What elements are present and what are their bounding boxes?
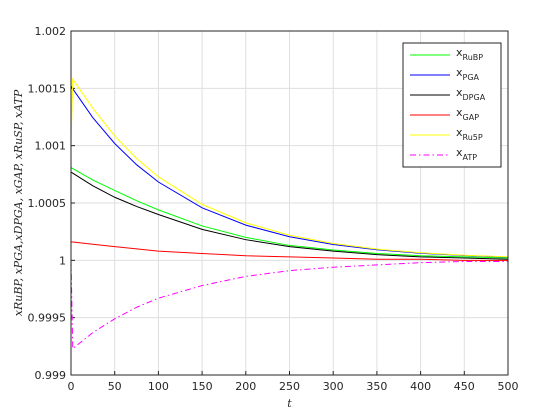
y-tick-label: 0.9995 [28,312,67,325]
x-tick-label: 100 [148,380,169,393]
y-tick-label: 1.002 [35,25,67,38]
legend-label: xPGA [456,66,480,82]
legend-label: xATP [456,146,477,162]
legend-label: xGAP [456,106,479,122]
y-tick-label: 1.0015 [28,82,67,95]
x-tick-label: 250 [279,380,300,393]
series-line [71,241,508,261]
series-line [70,167,509,259]
series-line [70,171,509,260]
series-line [70,77,509,258]
y-tick-label: 1 [59,254,66,267]
x-tick-label: 150 [192,380,213,393]
x-tick-label: 350 [366,380,387,393]
y-tick-label: 1.001 [35,140,67,153]
x-tick-label: 300 [323,380,344,393]
x-tick-label: 450 [454,380,475,393]
x-tick-label: 400 [410,380,431,393]
series-line [70,260,508,350]
x-tick-label: 200 [235,380,256,393]
axes-box [70,30,509,376]
legend-label: xRu5P [456,126,483,142]
y-tick-label: 1.0005 [28,197,67,210]
x-axis-label: t [287,397,292,410]
y-axis-label: xRuBP, xPGA,xDPGA, xGAP, xRuSP, xATP [12,89,25,316]
x-tick-label: 0 [68,380,75,393]
legend-box [402,42,502,168]
legend-label: xDPGA [456,86,486,102]
y-tick-label: 0.999 [35,369,67,382]
x-tick-label: 500 [498,380,519,393]
x-tick-label: 50 [108,380,122,393]
legend-label: xRuBP [456,46,483,62]
